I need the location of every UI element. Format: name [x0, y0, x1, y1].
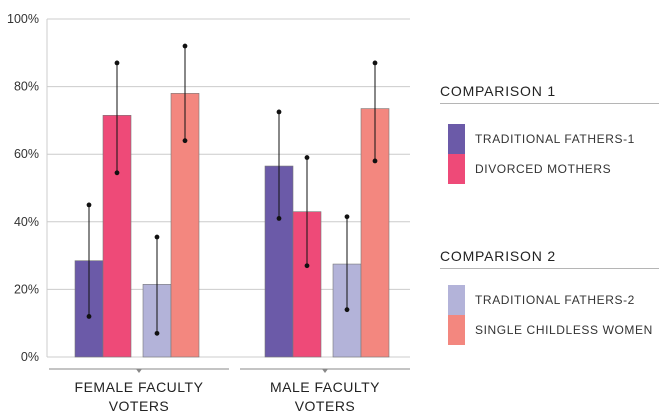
- error-bar-cap-low: [372, 158, 378, 164]
- legend-label: DIVORCED MOTHERS: [475, 162, 612, 176]
- y-tick-label: 20%: [14, 282, 39, 296]
- error-bar-cap-high: [372, 60, 378, 66]
- error-bar-cap-low: [154, 330, 160, 336]
- category-label: VOTERS: [109, 398, 170, 411]
- legend-item-traditional-fathers-1: TRADITIONAL FATHERS-1: [448, 124, 635, 154]
- category-label: FEMALE FACULTY: [75, 379, 204, 395]
- error-bar-cap-low: [114, 170, 120, 176]
- error-bar-cap-low: [86, 314, 92, 319]
- error-bar-cap-high: [276, 109, 282, 115]
- category-label: VOTERS: [295, 398, 356, 411]
- legend-label: TRADITIONAL FATHERS-2: [475, 293, 635, 307]
- legend-item-traditional-fathers-2: TRADITIONAL FATHERS-2: [448, 285, 635, 315]
- error-bar-cap-high: [86, 202, 92, 208]
- error-bar-cap-low: [276, 216, 282, 221]
- legend-swatch: [448, 124, 465, 154]
- legend-swatch: [448, 154, 465, 184]
- y-tick-label: 40%: [14, 215, 39, 229]
- legend-label: SINGLE CHILDLESS WOMEN: [475, 323, 653, 337]
- bar: [360, 108, 390, 358]
- error-bar-cap-high: [182, 43, 188, 49]
- error-bar-cap-high: [304, 155, 310, 160]
- y-tick-label: 80%: [14, 80, 39, 94]
- error-bars: [86, 43, 378, 336]
- legend-heading-comparison-2: COMPARISON 2: [440, 248, 659, 269]
- y-tick-label: 100%: [7, 12, 39, 26]
- error-bar-cap-low: [304, 263, 310, 269]
- category-labels: FEMALE FACULTY VOTERS MALE FACULTY VOTERS: [75, 379, 380, 411]
- legend-heading-comparison-1: COMPARISON 1: [440, 83, 659, 104]
- error-bar-cap-low: [344, 307, 350, 313]
- error-bar-cap-high: [154, 234, 160, 240]
- legend-swatch: [448, 315, 465, 345]
- y-tick-label: 60%: [14, 147, 39, 161]
- x-axis-marker: [322, 369, 328, 373]
- error-bar-cap-high: [344, 214, 350, 220]
- bar-chart: 0% 20% 40% 60% 80% 100% FEMALE FACULTY VOTERS M…: [7, 12, 410, 411]
- x-axis: [49, 368, 410, 373]
- y-axis-ticks: 0% 20% 40% 60% 80% 100%: [7, 12, 39, 364]
- category-label: MALE FACULTY: [270, 379, 380, 395]
- legend-item-divorced-mothers: DIVORCED MOTHERS: [448, 154, 611, 184]
- x-axis-marker: [136, 369, 142, 373]
- error-bar-cap-high: [114, 60, 120, 66]
- legend-swatch: [448, 285, 465, 315]
- legend-label: TRADITIONAL FATHERS-1: [475, 132, 635, 146]
- error-bar-cap-low: [182, 138, 188, 144]
- legend: COMPARISON 1 TRADITIONAL FATHERS-1 DIVOR…: [440, 0, 659, 411]
- y-tick-label: 0%: [21, 350, 39, 364]
- bars: [74, 93, 390, 358]
- legend-item-single-childless-women: SINGLE CHILDLESS WOMEN: [448, 315, 653, 345]
